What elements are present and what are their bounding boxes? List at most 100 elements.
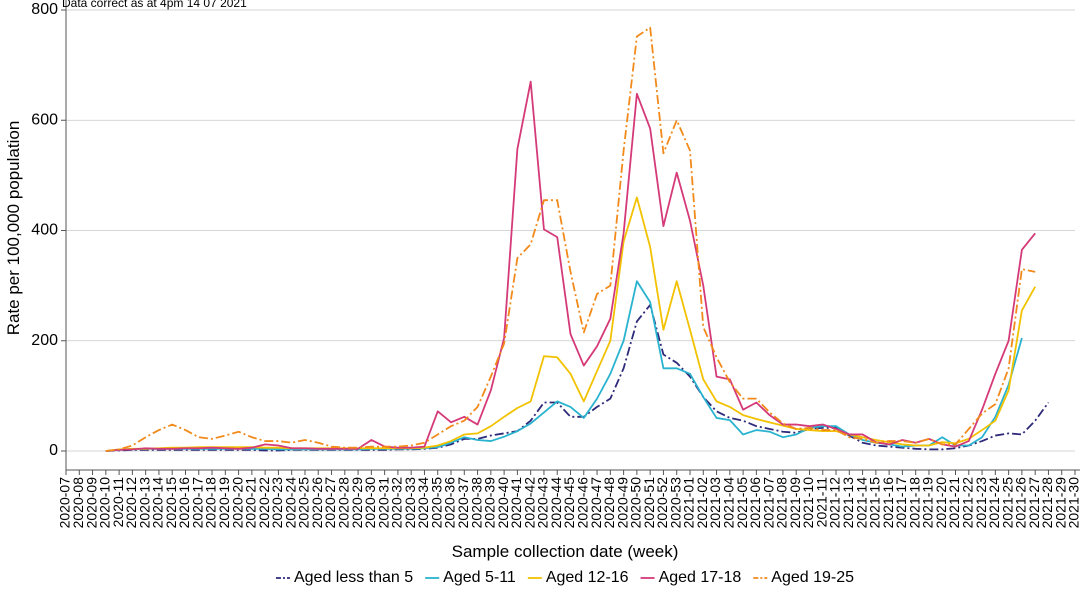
y-tick-label: 200 xyxy=(31,332,58,349)
legend-label-0: Aged less than 5 xyxy=(294,569,413,586)
x-tick-label: 2021-07 xyxy=(760,477,776,529)
x-tick-label: 2020-51 xyxy=(641,477,657,529)
x-tick-label: 2021-17 xyxy=(893,477,909,529)
x-tick-label: 2020-43 xyxy=(535,477,551,529)
x-tick-label: 2021-22 xyxy=(959,477,975,529)
x-tick-label: 2021-26 xyxy=(1013,477,1029,529)
x-tick-label: 2020-30 xyxy=(362,477,378,529)
x-tick-label: 2020-10 xyxy=(97,477,113,529)
x-tick-label: 2020-44 xyxy=(548,477,564,529)
x-tick-label: 2020-29 xyxy=(349,477,365,529)
legend-label-3: Aged 17-18 xyxy=(659,569,742,586)
x-tick-label: 2021-25 xyxy=(999,477,1015,529)
x-tick-label: 2020-45 xyxy=(561,477,577,529)
x-tick-label: 2020-07 xyxy=(57,477,73,529)
series-line-2 xyxy=(105,196,1036,452)
x-tick-label: 2020-47 xyxy=(588,477,604,529)
legend: Aged less than 5 Aged 5-11 Aged 12-16 Aged … xyxy=(275,569,854,586)
x-tick-label: 2020-13 xyxy=(136,477,152,529)
x-tick-label: 2020-24 xyxy=(282,477,298,529)
x-tick-label: 2020-11 xyxy=(110,477,126,528)
x-tick-label: 2021-08 xyxy=(774,477,790,529)
x-tick-label: 2020-17 xyxy=(189,477,205,529)
x-tick-label: 2020-26 xyxy=(309,477,325,529)
x-tick-label: 2021-21 xyxy=(946,477,962,529)
x-tick-label: 2020-20 xyxy=(229,477,245,529)
x-tick-label: 2020-19 xyxy=(216,477,232,529)
x-tick-label: 2020-31 xyxy=(375,477,391,529)
x-tick-label: 2020-46 xyxy=(574,477,590,529)
y-tick-label: 400 xyxy=(31,222,58,239)
x-tick-label: 2020-23 xyxy=(269,477,285,529)
x-tick-label: 2021-29 xyxy=(1052,477,1068,529)
x-tick-label: 2020-08 xyxy=(70,477,86,529)
x-tick-label: 2021-23 xyxy=(973,477,989,529)
x-tick-label: 2021-11 xyxy=(813,477,829,528)
x-tick-label: 2020-27 xyxy=(322,477,338,529)
series-line-1 xyxy=(105,280,1023,452)
x-tick-label: 2020-40 xyxy=(495,477,511,529)
x-tick-label: 2020-18 xyxy=(203,477,219,529)
x-tick-label: 2020-49 xyxy=(614,477,630,529)
x-tick-label: 2021-30 xyxy=(1066,477,1082,529)
x-tick-label: 2021-09 xyxy=(787,477,803,529)
x-tick-label: 2020-41 xyxy=(508,477,524,529)
series-lines xyxy=(105,26,1050,452)
x-tick-label: 2021-14 xyxy=(853,477,869,529)
x-tick-label: 2021-06 xyxy=(747,477,763,529)
x-tick-label: 2021-28 xyxy=(1039,477,1055,529)
x-tick-label: 2021-27 xyxy=(1026,477,1042,529)
x-axis-label: Sample collection date (week) xyxy=(452,542,679,561)
y-tick-label: 800 xyxy=(31,1,58,18)
x-tick-label: 2020-33 xyxy=(402,477,418,529)
x-tick-label: 2020-12 xyxy=(123,477,139,529)
x-tick-label: 2020-36 xyxy=(442,477,458,529)
y-tick-label: 600 xyxy=(31,111,58,128)
x-tick-label: 2020-50 xyxy=(628,477,644,529)
x-tick-label: 2020-39 xyxy=(482,477,498,529)
x-tick-label: 2020-38 xyxy=(468,477,484,529)
x-tick-label: 2020-09 xyxy=(83,477,99,529)
y-axis-label: Rate per 100,000 population xyxy=(4,121,23,336)
x-tick-label: 2020-14 xyxy=(150,477,166,529)
x-tick-label: 2020-15 xyxy=(163,477,179,529)
x-tick-label: 2020-32 xyxy=(389,477,405,529)
x-tick-label: 2021-24 xyxy=(986,477,1002,529)
x-tick-label: 2020-48 xyxy=(601,477,617,529)
x-tick-label: 2020-37 xyxy=(455,477,471,529)
x-tick-label: 2021-12 xyxy=(827,477,843,529)
legend-label-2: Aged 12-16 xyxy=(546,569,629,586)
x-tick-label: 2020-28 xyxy=(336,477,352,529)
y-tick-label: 0 xyxy=(49,442,58,459)
x-tick-label: 2021-05 xyxy=(734,477,750,529)
legend-label-4: Aged 19-25 xyxy=(771,569,854,586)
x-tick-label: 2021-20 xyxy=(933,477,949,529)
chart-subtitle: Data correct as at 4pm 14 07 2021 xyxy=(62,0,247,10)
x-tick-label: 2021-10 xyxy=(800,477,816,529)
x-tick-label: 2020-21 xyxy=(243,477,259,529)
x-tick-label: 2021-15 xyxy=(867,477,883,529)
x-tick-label: 2021-01 xyxy=(681,477,697,529)
x-tick-label: 2021-13 xyxy=(840,477,856,529)
x-tick-label: 2021-02 xyxy=(694,477,710,529)
series-line-0 xyxy=(105,304,1050,452)
legend-label-1: Aged 5-11 xyxy=(443,569,516,586)
x-tick-label: 2021-04 xyxy=(721,477,737,529)
x-tick-label: 2020-42 xyxy=(521,477,537,529)
x-tick-label: 2020-22 xyxy=(256,477,272,529)
series-line-4 xyxy=(105,26,1036,452)
x-tick-label: 2020-25 xyxy=(296,477,312,529)
x-tick-label: 2020-53 xyxy=(667,477,683,529)
x-tick-label: 2021-03 xyxy=(707,477,723,529)
grid-lines xyxy=(66,9,1075,452)
x-tick-label: 2021-18 xyxy=(906,477,922,529)
x-tick-label: 2020-35 xyxy=(428,477,444,529)
x-tick-label: 2020-16 xyxy=(176,477,192,529)
x-tick-label: 2020-34 xyxy=(415,477,431,529)
series-line-3 xyxy=(105,80,1036,452)
x-tick-label: 2020-52 xyxy=(654,477,670,529)
x-tick-label: 2021-16 xyxy=(880,477,896,529)
axes: 02004006008002020-072020-082020-092020-1… xyxy=(31,0,1082,529)
x-tick-label: 2021-19 xyxy=(920,477,936,529)
